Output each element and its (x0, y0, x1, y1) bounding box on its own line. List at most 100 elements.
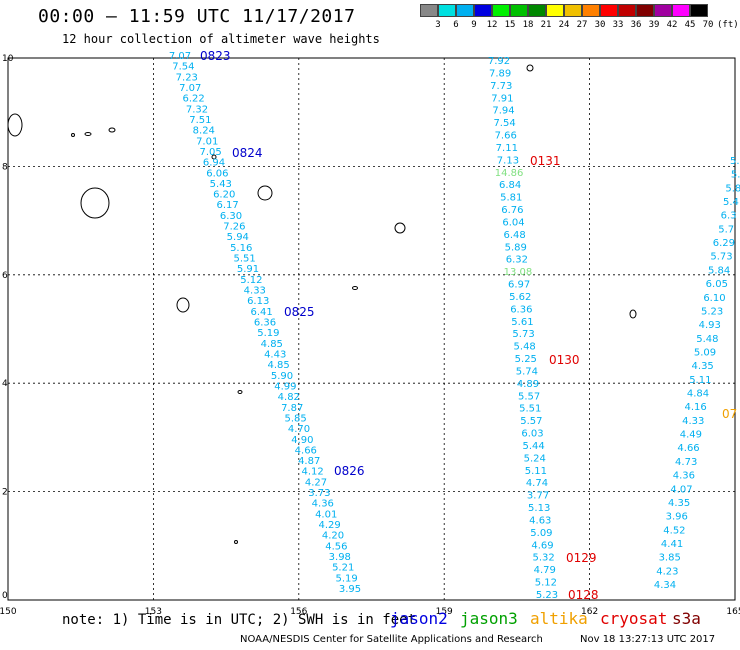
pass-0131-value: 6.32 (506, 255, 528, 266)
timestamp: Nov 18 13:27:13 UTC 2017 (580, 634, 716, 645)
island-outline (108, 127, 116, 133)
pass-0129-value: 4.66 (677, 443, 699, 454)
pass-0823-value: 7.01 (196, 136, 218, 147)
pass-0131-value: 4.74 (526, 478, 548, 489)
x-tick-label: 150 (0, 607, 17, 617)
pass-0131-value: 5.73 (512, 329, 534, 340)
legend-label: 3 (435, 20, 441, 30)
pass-0823-value: 7.07 (179, 83, 201, 94)
satellite-jason2: jason2 (390, 609, 448, 628)
pass-0131-value: 4.63 (529, 515, 551, 526)
y-tick-label: 4 (2, 379, 8, 389)
legend-swatch (492, 4, 510, 17)
pass-0823-value: 5.16 (230, 243, 252, 254)
pass-label-0131: 0131 (530, 154, 561, 168)
pass-label-0128: 0128 (568, 588, 599, 602)
legend-swatch (582, 4, 600, 17)
island-outline (80, 187, 110, 219)
island-outline (352, 286, 358, 290)
pass-0129-value: 4.35 (692, 361, 714, 372)
legend-label: 12 (486, 20, 498, 30)
satellite-altika: altika (530, 609, 588, 628)
pass-0129-value: 4.52 (663, 525, 685, 536)
pass-0823-value: 7.87 (281, 403, 303, 414)
pass-0131-value: 6.04 (502, 217, 524, 228)
pass-label-07: 07 (722, 407, 737, 421)
island-outline (71, 133, 75, 137)
pass-0131-value: 7.11 (496, 143, 518, 154)
island-outline (234, 540, 238, 544)
pass-label-0823: 0823 (200, 49, 231, 63)
footer-note: note: 1) Time is in UTC; 2) SWH is in fe… (62, 612, 417, 628)
legend-label: 6 (453, 20, 459, 30)
legend-label: 70 (702, 20, 714, 30)
pass-0823-value: 4.56 (325, 541, 347, 552)
pass-0129-value: 3.85 (659, 553, 681, 564)
legend-label: 36 (630, 20, 642, 30)
legend-swatch (672, 4, 690, 17)
pass-0131-value: 5.09 (530, 528, 552, 539)
satellite-cryosat: cryosat (600, 609, 668, 628)
legend-swatch (690, 4, 708, 17)
pass-label-0129: 0129 (566, 551, 597, 565)
pass-0823-value: 6.22 (182, 94, 204, 105)
pass-0823-value: 4.99 (274, 381, 296, 392)
pass-0823-value: 4.29 (318, 520, 340, 531)
pass-0131-value: 5.57 (518, 391, 540, 402)
pass-0131-value: 6.48 (503, 230, 525, 241)
pass-0131-value: 6.36 (510, 304, 532, 315)
pass-0823-value: 4.85 (261, 339, 283, 350)
pass-0823-value: 4.12 (301, 467, 323, 478)
satellite-jason3: jason3 (460, 609, 518, 628)
pass-0129-value: 5. (731, 170, 740, 181)
pass-0129-value: 5.84 (708, 265, 730, 276)
pass-0129-value: 5.8 (725, 183, 740, 194)
island-outline (211, 154, 217, 160)
legend-label: 33 (612, 20, 624, 30)
pass-0823-value: 5.94 (227, 232, 249, 243)
island-outline (394, 222, 406, 234)
pass-label-0824: 0824 (232, 146, 263, 160)
pass-0129-value: 4.34 (654, 580, 676, 591)
pass-0131-value: 5.81 (500, 193, 522, 204)
color-legend (420, 4, 708, 17)
pass-0131-value: 7.89 (489, 68, 511, 79)
pass-0823-value: 5.19 (335, 573, 357, 584)
island-outline (629, 309, 637, 319)
pass-0131-value: 5.74 (516, 366, 538, 377)
pass-0129-value: 4.16 (684, 402, 706, 413)
pass-0129-value: 4.36 (673, 471, 695, 482)
x-tick-label: 165 (726, 607, 740, 617)
pass-0129-value: 4.23 (656, 566, 678, 577)
pass-0129-value: 6.10 (703, 293, 725, 304)
pass-0823-value: 4.33 (244, 286, 266, 297)
satellite-s3a: s3a (672, 609, 701, 628)
pass-0823-value: 3.73 (308, 488, 330, 499)
pass-0823-value: 4.36 (312, 499, 334, 510)
pass-0129-value: 6.29 (713, 238, 735, 249)
pass-0823-value: 4.01 (315, 509, 337, 520)
legend-label: 30 (594, 20, 606, 30)
pass-0131-value: 4.89 (517, 379, 539, 390)
pass-0131-value: 5.89 (505, 242, 527, 253)
pass-0823-value: 6.36 (254, 318, 276, 329)
x-tick-label: 153 (145, 607, 162, 617)
island-outline (176, 297, 190, 313)
page-title: 00:00 – 11:59 UTC 11/17/2017 (38, 6, 356, 27)
pass-0131-value: 7.91 (491, 93, 513, 104)
pass-0823-value: 7.07 (169, 51, 191, 62)
pass-0823-value: 5.21 (332, 563, 354, 574)
pass-label-0130: 0130 (549, 353, 580, 367)
pass-0131-value: 4.69 (531, 540, 553, 551)
legend-label: 9 (471, 20, 477, 30)
pass-0131-value: 5.48 (514, 342, 536, 353)
pass-0823-value: 8.24 (193, 126, 215, 137)
legend-label: 15 (504, 20, 516, 30)
y-tick-label: 8 (2, 162, 8, 172)
island-outline (237, 390, 243, 394)
pass-0823-value: 4.66 (295, 445, 317, 456)
legend-swatch (438, 4, 456, 17)
pass-0823-value: 7.32 (186, 104, 208, 115)
pass-0131-value: 7.13 (497, 155, 519, 166)
pass-0823-value: 5.90 (271, 371, 293, 382)
